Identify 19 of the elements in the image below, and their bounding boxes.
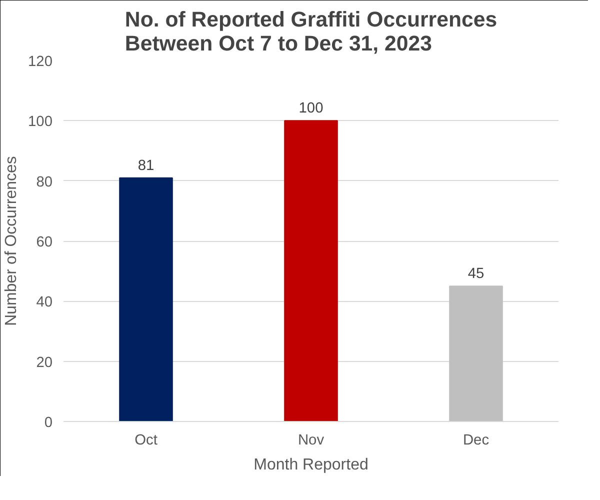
y-tick-label: 40 bbox=[36, 294, 53, 311]
bar bbox=[284, 120, 338, 422]
x-tick-label: Dec bbox=[462, 432, 490, 448]
y-tick-label: 0 bbox=[44, 415, 53, 431]
y-tick-label: 120 bbox=[28, 54, 53, 70]
bar bbox=[119, 177, 173, 422]
chart-title: No. of Reported Graffiti Occurrences Between Oct 7 to Dec 31, 2023 bbox=[124, 8, 498, 56]
y-tick-label: 100 bbox=[28, 114, 53, 130]
data-label: 100 bbox=[298, 100, 324, 117]
bar bbox=[449, 286, 503, 422]
data-label: 45 bbox=[468, 266, 484, 282]
y-tick-label: 20 bbox=[36, 354, 53, 371]
y-tick-label: 60 bbox=[36, 234, 53, 250]
x-tick-label: Oct bbox=[134, 432, 158, 448]
y-tick-label: 80 bbox=[36, 174, 53, 190]
x-axis-title: Month Reported bbox=[254, 456, 368, 474]
data-label: 81 bbox=[138, 158, 154, 174]
x-tick-label: Nov bbox=[298, 432, 325, 448]
y-axis-title: Number of Occurrences bbox=[3, 156, 20, 326]
